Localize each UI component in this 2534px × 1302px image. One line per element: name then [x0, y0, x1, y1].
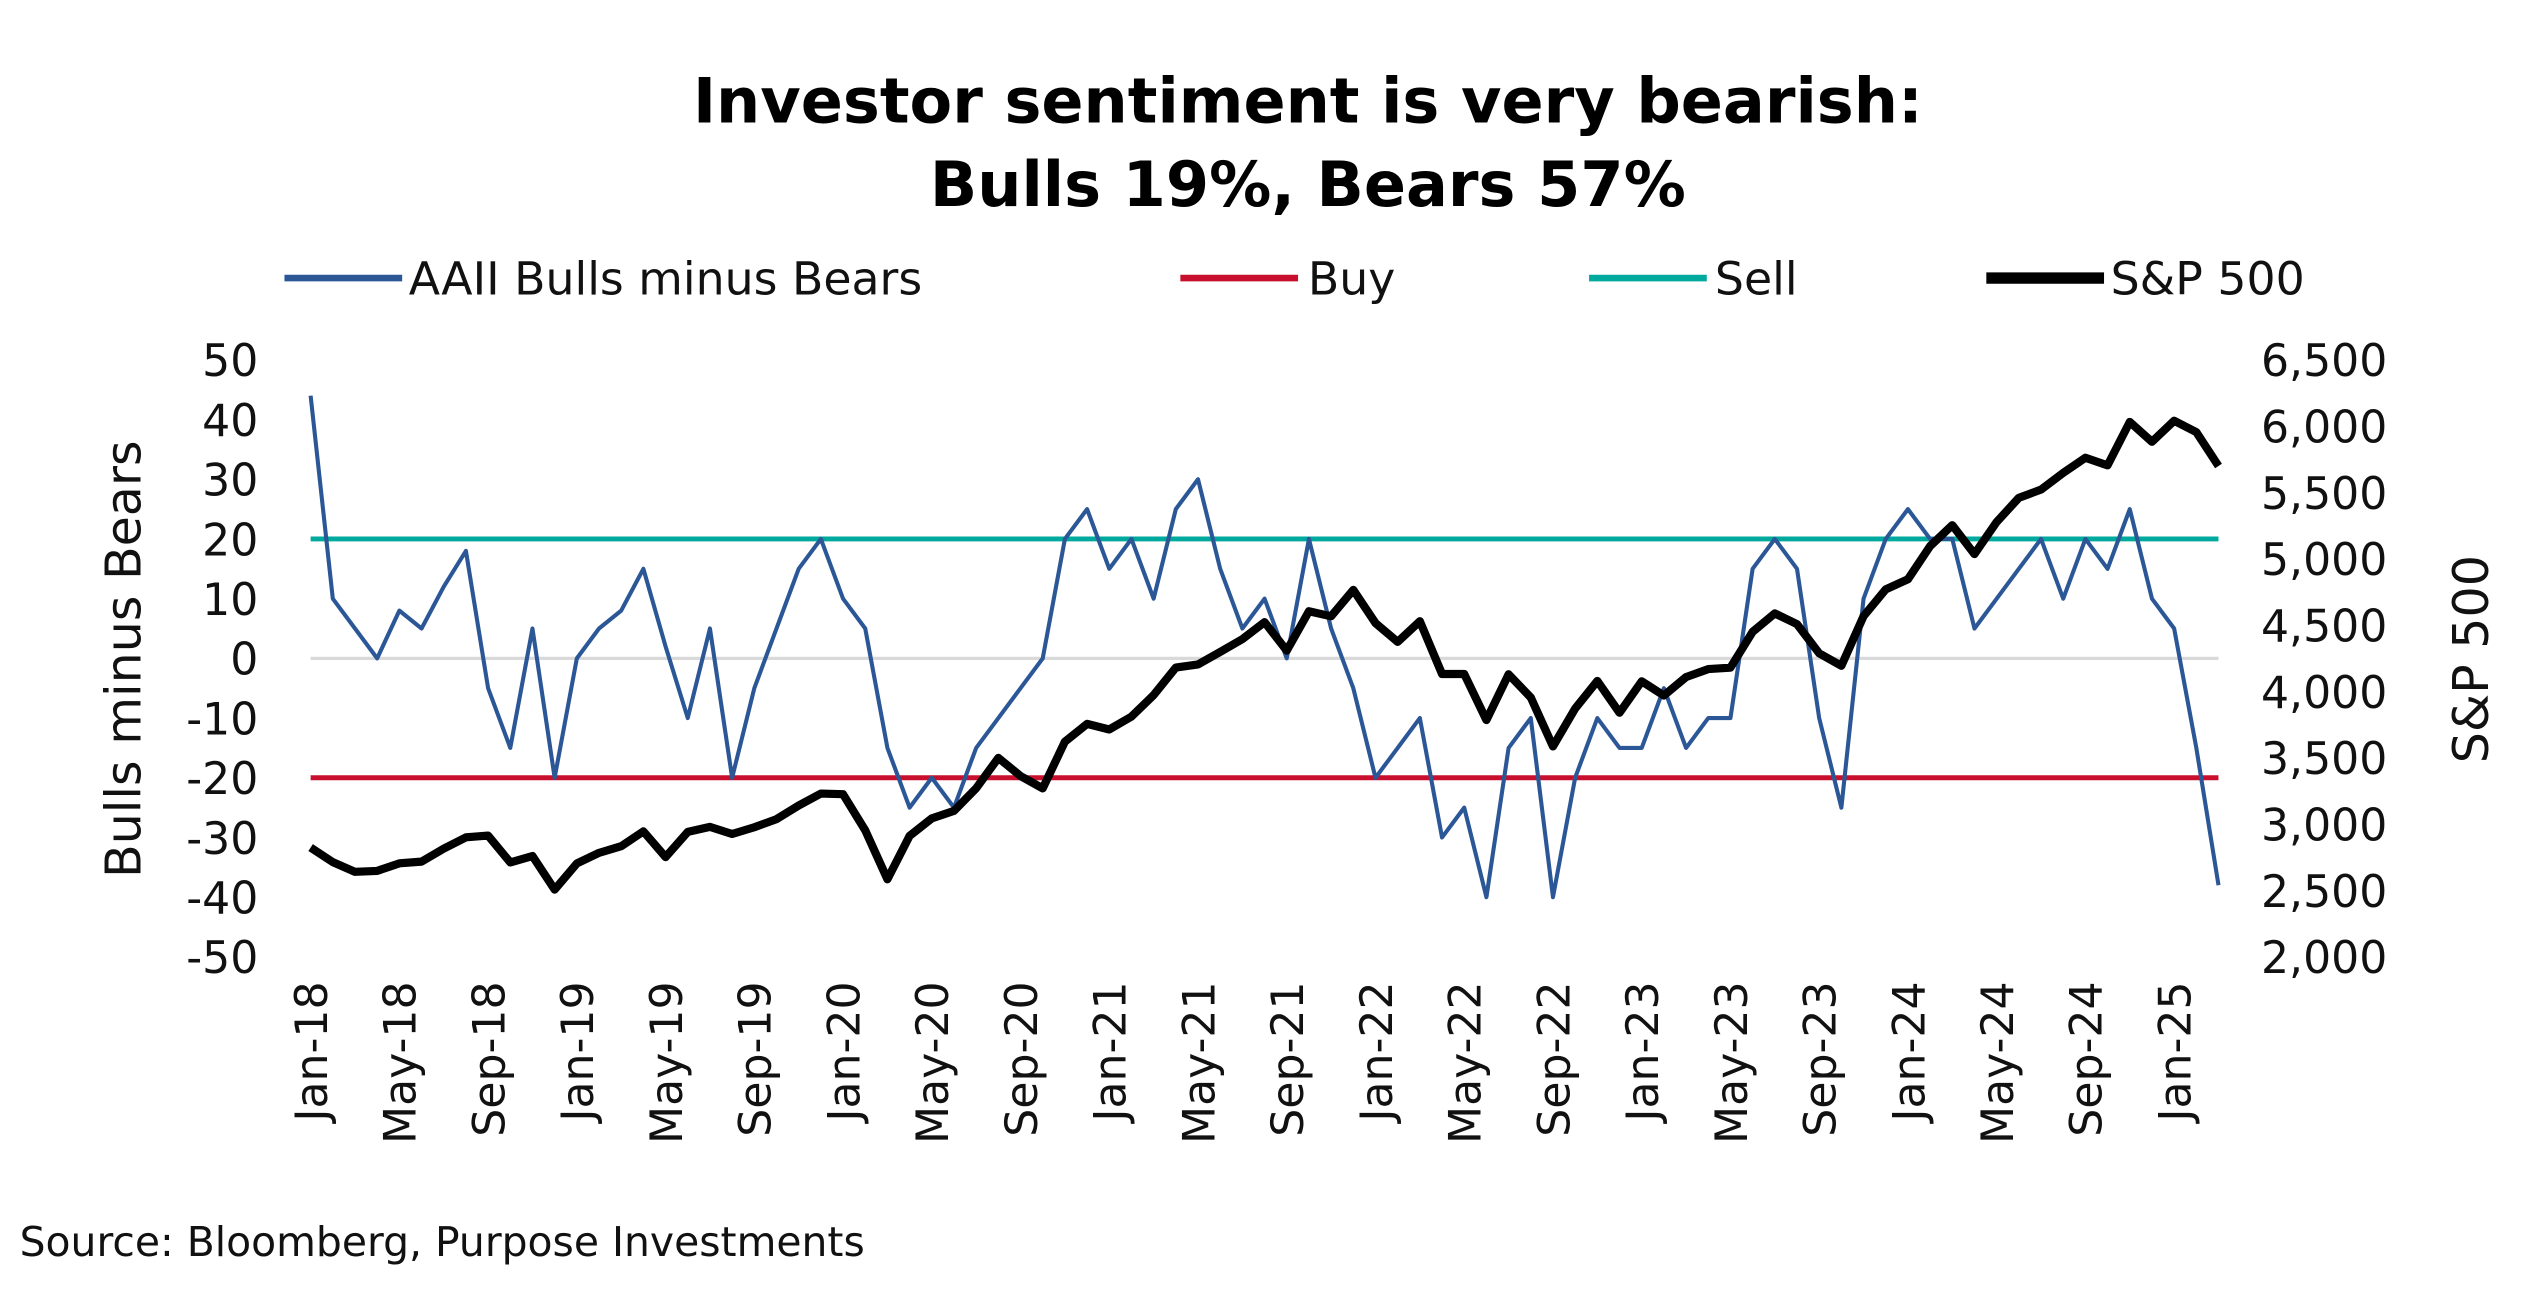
y-axis-label: Bulls minus Bears — [95, 440, 153, 878]
y-tick-label: -50 — [186, 933, 258, 984]
y2-tick-label: 4,000 — [2261, 668, 2387, 719]
y-tick-label: -10 — [186, 694, 258, 745]
legend-label-bulls-minus-bears: AAII Bulls minus Bears — [409, 252, 922, 305]
source-note: Source: Bloomberg, Purpose Investments — [20, 1218, 865, 1266]
x-tick-label: Sep-24 — [2062, 981, 2113, 1136]
x-tick-label: Sep-18 — [464, 981, 515, 1136]
y2-tick-label: 6,000 — [2261, 403, 2387, 454]
series-line-bulls-minus-bears — [308, 395, 2221, 900]
y-tick-label: -40 — [186, 874, 258, 925]
legend: AAII Bulls minus Bears Buy Sell S&P 500 — [284, 252, 2305, 305]
legend-label-sell: Sell — [1715, 252, 1798, 305]
y2-tick-label: 5,500 — [2261, 469, 2387, 520]
legend-label-buy: Buy — [1308, 252, 1395, 305]
x-tick-label: May-20 — [908, 981, 959, 1144]
x-tick-label: Jan-22 — [1352, 981, 1403, 1124]
x-tick-label: May-21 — [1174, 981, 1225, 1144]
x-tick-label: Jan-25 — [2150, 981, 2201, 1124]
chart-subtitle: Bulls 19%, Bears 57% — [930, 148, 1686, 221]
y2-axis-label: S&P 500 — [2442, 555, 2500, 763]
x-tick-label: May-19 — [642, 981, 693, 1144]
x-tick-label: Jan-19 — [553, 981, 604, 1124]
x-tick-label: May-23 — [1707, 981, 1758, 1144]
y-tick-label: -20 — [186, 754, 258, 805]
x-tick-label: Jan-20 — [819, 981, 870, 1124]
y-tick-label: 10 — [202, 575, 258, 626]
x-tick-label: May-18 — [376, 981, 427, 1144]
y-tick-label: 0 — [230, 635, 258, 686]
legend-label-sp500: S&P 500 — [2111, 252, 2305, 305]
y2-tick-label: 3,000 — [2261, 801, 2387, 852]
x-tick-label: May-24 — [1973, 981, 2024, 1144]
chart-title: Investor sentiment is very bearish: — [693, 65, 1923, 138]
x-tick-label: Sep-23 — [1796, 981, 1847, 1136]
x-tick-label: May-22 — [1441, 981, 1492, 1144]
y2-tick-label: 5,000 — [2261, 535, 2387, 586]
x-tick-label: Jan-21 — [1086, 981, 1137, 1124]
x-tick-label: Jan-23 — [1618, 981, 1669, 1124]
series-line-sp500 — [308, 416, 2222, 894]
y-tick-label: 20 — [202, 515, 258, 566]
y2-tick-label: 2,500 — [2261, 867, 2387, 918]
y2-tick-label: 4,500 — [2261, 602, 2387, 653]
y2-tick-label: 3,500 — [2261, 734, 2387, 785]
y2-tick-label: 6,500 — [2261, 336, 2387, 387]
y-tick-label: 40 — [202, 396, 258, 447]
x-tick-label: Sep-19 — [731, 981, 782, 1136]
y-tick-label: 30 — [202, 456, 258, 507]
x-tick-label: Sep-20 — [997, 981, 1048, 1136]
y-tick-label: -30 — [186, 814, 258, 865]
y2-tick-label: 2,000 — [2261, 933, 2387, 984]
x-tick-label: Jan-24 — [1884, 981, 1935, 1124]
x-tick-label: Jan-18 — [287, 981, 338, 1124]
y-tick-label: 50 — [202, 336, 258, 387]
x-tick-label: Sep-22 — [1529, 981, 1580, 1136]
x-tick-label: Sep-21 — [1263, 981, 1314, 1136]
